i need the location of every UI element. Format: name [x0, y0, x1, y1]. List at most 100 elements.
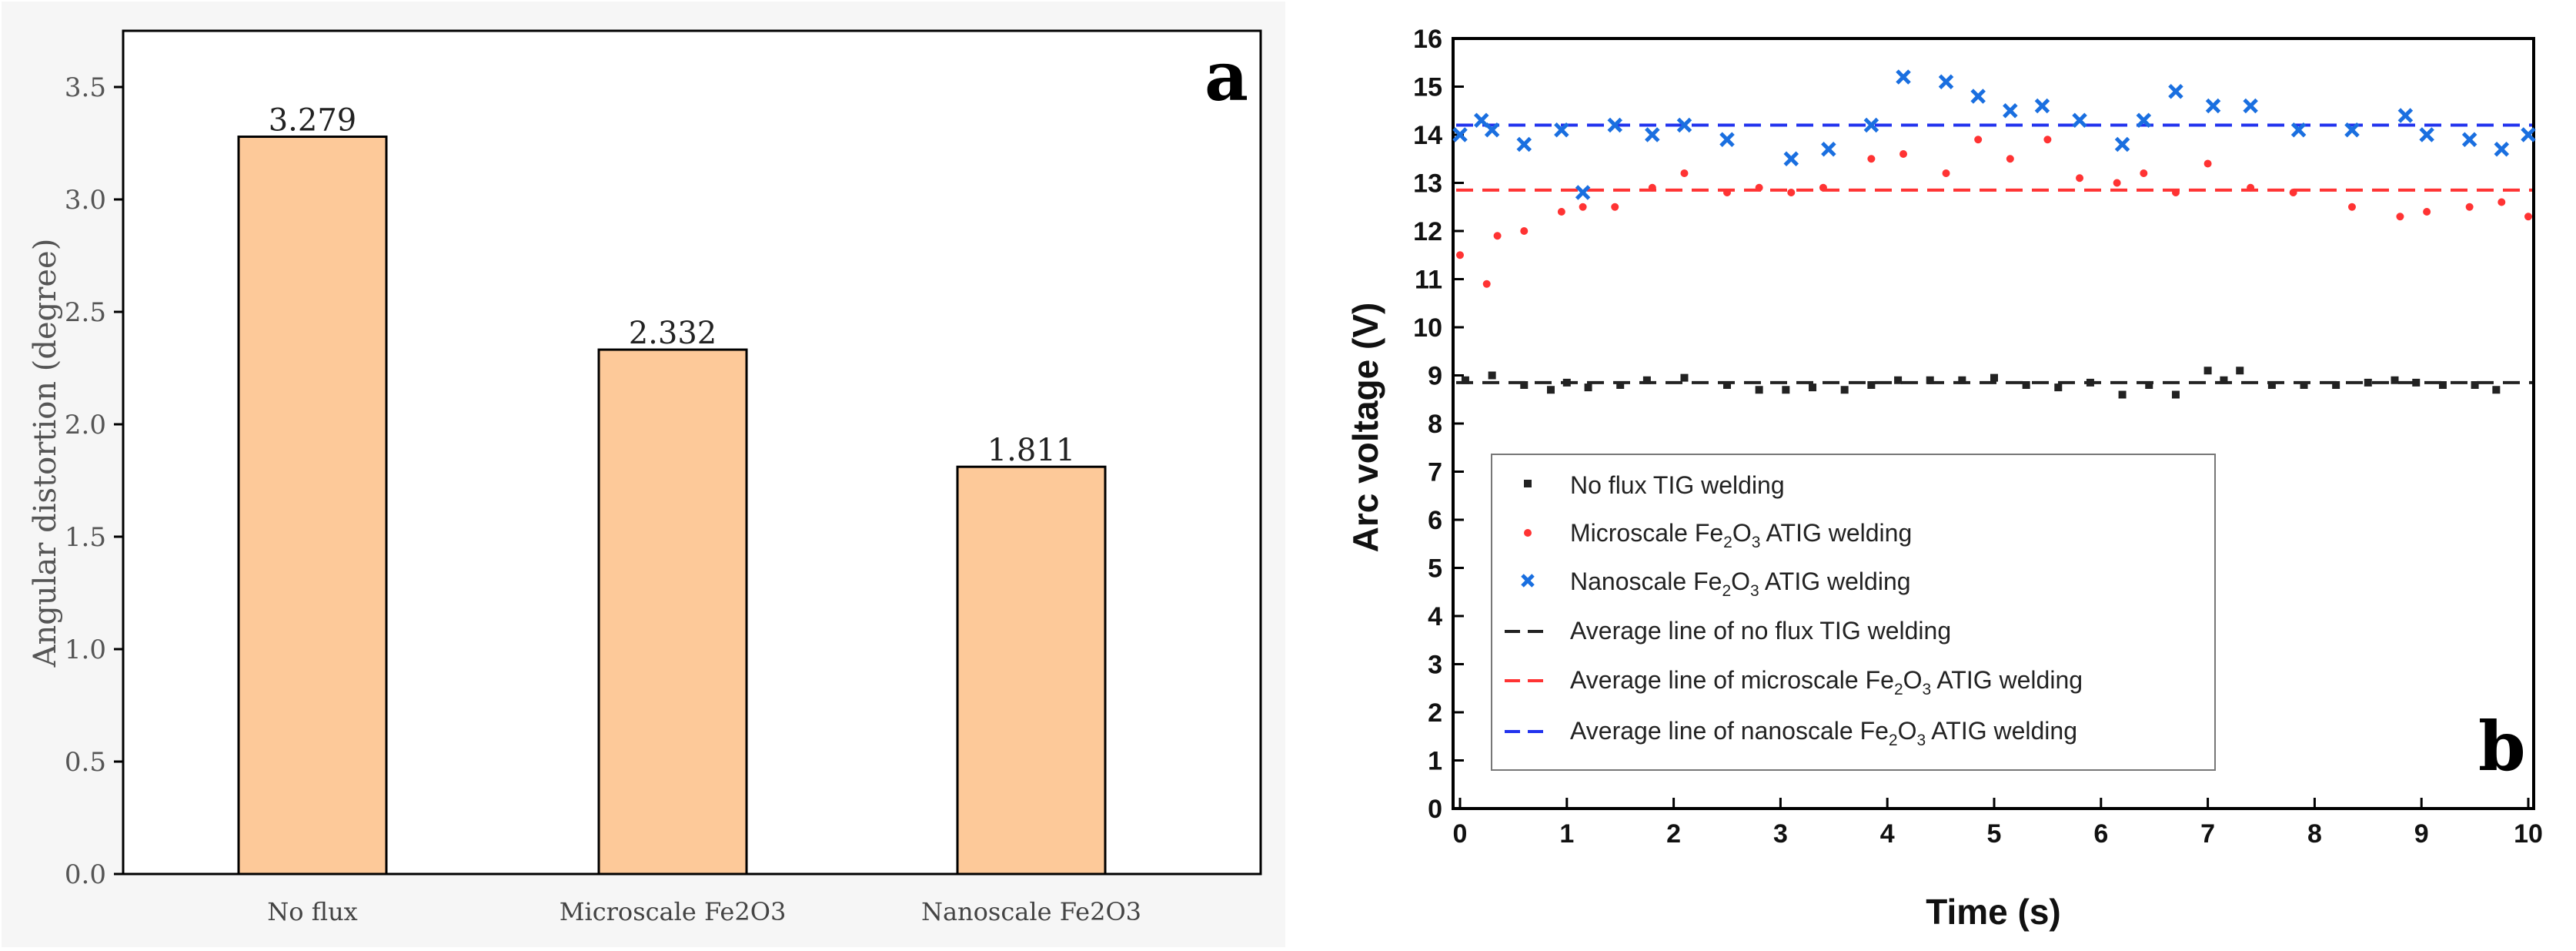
panel-b-point-no-flux — [1867, 381, 1876, 389]
panel-b-point-microscale — [1899, 150, 1908, 158]
panel-b-point-microscale — [1482, 280, 1491, 288]
panel-a-bar-value-label: 2.332 — [629, 316, 717, 351]
panel-b-point-no-flux — [1958, 376, 1966, 384]
panel-b-x-tick-label: 9 — [2414, 819, 2429, 849]
panel-b-y-tick-label: 2 — [1428, 698, 1442, 728]
panel-b-point-microscale — [1557, 208, 1565, 216]
panel-b-point-microscale — [1819, 183, 1827, 192]
panel-b-point-no-flux — [1782, 386, 1790, 394]
panel-a-bar-value-label: 3.279 — [269, 103, 357, 139]
panel-b-y-tick-label: 7 — [1428, 458, 1442, 487]
panel-b-point-no-flux — [2236, 367, 2244, 375]
panel-b-point-nanoscale — [1575, 185, 1591, 200]
panel-a-y-tick-label: 1.5 — [65, 522, 106, 553]
panel-b-x-tick-label: 7 — [2200, 819, 2215, 849]
panel-b-point-no-flux — [2364, 378, 2372, 387]
panel-b-point-nanoscale — [1452, 127, 1468, 142]
panel-b-point-no-flux — [2471, 381, 2479, 389]
panel-b-point-no-flux — [1616, 381, 1625, 389]
panel-b-y-tick-label: 8 — [1428, 410, 1442, 439]
panel-b-point-nanoscale — [1676, 117, 1692, 133]
panel-b-point-nanoscale — [2243, 98, 2258, 114]
panel-b-point-microscale — [2140, 169, 2148, 177]
panel-b-y-tick-label: 0 — [1428, 795, 1442, 824]
panel-a-bar-chart: 0.0 0.5 1.0 1.5 2.0 2.5 3.0 3.5 3.279 2.332 1.811… — [2, 2, 1285, 947]
panel-b-legend: No flux TIG welding Microscale Fe2O3 ATI… — [1491, 454, 2216, 771]
panel-b-point-nanoscale — [1783, 151, 1799, 167]
panel-b-point-nanoscale — [1645, 127, 1660, 142]
panel-b-point-microscale — [2524, 213, 2532, 221]
panel-b-y-tick-label: 14 — [1413, 121, 1442, 150]
panel-b-point-no-flux — [1926, 376, 1934, 384]
panel-b-point-no-flux — [1809, 383, 1817, 392]
panel-b-point-nanoscale — [2461, 132, 2477, 148]
panel-b-y-tick-label: 4 — [1428, 602, 1442, 631]
panel-b-point-microscale — [1579, 203, 1587, 211]
legend-label-microscale: Microscale Fe2O3 ATIG welding — [1570, 519, 1912, 551]
panel-b-point-microscale — [2006, 155, 2014, 163]
panel-b-point-no-flux — [1546, 386, 1555, 394]
panel-b-point-nanoscale — [2205, 98, 2221, 114]
panel-b-point-nanoscale — [1607, 117, 1623, 133]
panel-b-y-tick-label: 9 — [1428, 362, 1442, 391]
panel-b-point-no-flux — [2438, 381, 2447, 389]
panel-b-point-microscale — [2247, 183, 2255, 192]
panel-b-point-nanoscale — [2136, 112, 2152, 129]
panel-a-x-tick-label: No flux — [267, 897, 357, 926]
panel-b-point-nanoscale — [2290, 122, 2307, 138]
panel-b-x-tick-label: 1 — [1559, 819, 1574, 849]
panel-b-point-nanoscale — [2003, 102, 2018, 119]
panel-a-y-tick-label: 0.0 — [65, 859, 106, 890]
panel-b-point-microscale — [1648, 183, 1656, 192]
panel-b-point-microscale — [2076, 174, 2084, 182]
panel-b-x-tick-label: 3 — [1773, 819, 1788, 849]
panel-a-x-tick-label: Nanoscale Fe2O3 — [921, 897, 1141, 926]
panel-b-point-microscale — [1611, 203, 1619, 211]
panel-b-point-nanoscale — [2419, 127, 2434, 142]
panel-b-y-axis-label: Arc voltage (V) — [1345, 303, 1385, 553]
panel-b-y-tick-label: 13 — [1413, 169, 1442, 199]
panel-b-point-no-flux — [2492, 386, 2501, 394]
panel-b-point-no-flux — [1840, 386, 1849, 394]
panel-b-x-tick-label: 2 — [1666, 819, 1681, 849]
panel-b-point-microscale — [2203, 159, 2212, 168]
panel-a-y-tick-label: 3.5 — [65, 72, 106, 103]
panel-b-point-nanoscale — [2072, 112, 2087, 129]
panel-b-point-nanoscale — [2034, 98, 2050, 114]
panel-a-bar — [956, 465, 1107, 876]
legend-label-no-flux: No flux TIG welding — [1570, 471, 1785, 499]
panel-b-y-tick-label: 10 — [1413, 313, 1442, 343]
panel-b-point-nanoscale — [2494, 141, 2510, 157]
panel-b-x-tick-label: 10 — [2514, 819, 2543, 849]
panel-b-x-tick-label: 8 — [2307, 819, 2322, 849]
panel-b-y-tick-label: 11 — [1415, 266, 1442, 295]
panel-b-point-no-flux — [2220, 376, 2228, 384]
panel-b-point-no-flux — [2300, 381, 2308, 389]
panel-b-point-no-flux — [2332, 381, 2340, 389]
panel-b-point-nanoscale — [1554, 122, 1569, 138]
panel-b-point-microscale — [1942, 169, 1950, 177]
panel-b-y-tick-label: 12 — [1413, 217, 1442, 246]
panel-b-point-no-flux — [1584, 383, 1592, 392]
panel-b-point-nanoscale — [2344, 122, 2360, 138]
panel-b-point-no-flux — [2267, 381, 2276, 389]
panel-a-y-tick-label: 2.0 — [65, 410, 106, 440]
legend-marker-microscale — [1524, 529, 1532, 537]
panel-b-point-microscale — [2465, 203, 2474, 211]
panel-b-point-microscale — [2497, 198, 2506, 206]
panel-b-point-microscale — [2289, 189, 2297, 196]
panel-b-point-microscale — [2347, 203, 2356, 211]
panel-a-y-axis-label: Angular distortion (degree) — [28, 239, 63, 668]
panel-b-point-no-flux — [1680, 373, 1689, 382]
panel-b-point-no-flux — [1990, 373, 1998, 382]
panel-b-point-no-flux — [1723, 381, 1731, 389]
legend-marker-no-flux — [1524, 480, 1532, 487]
panel-a-bar — [237, 136, 388, 876]
panel-b-point-microscale — [1723, 189, 1731, 196]
panel-b-x-tick-label: 0 — [1453, 819, 1468, 849]
legend-label-avg-microscale: Average line of microscale Fe2O3 ATIG we… — [1570, 666, 2083, 698]
panel-b-y-tick-label: 6 — [1428, 506, 1442, 535]
panel-a-y-tick-label: 2.5 — [65, 297, 106, 328]
